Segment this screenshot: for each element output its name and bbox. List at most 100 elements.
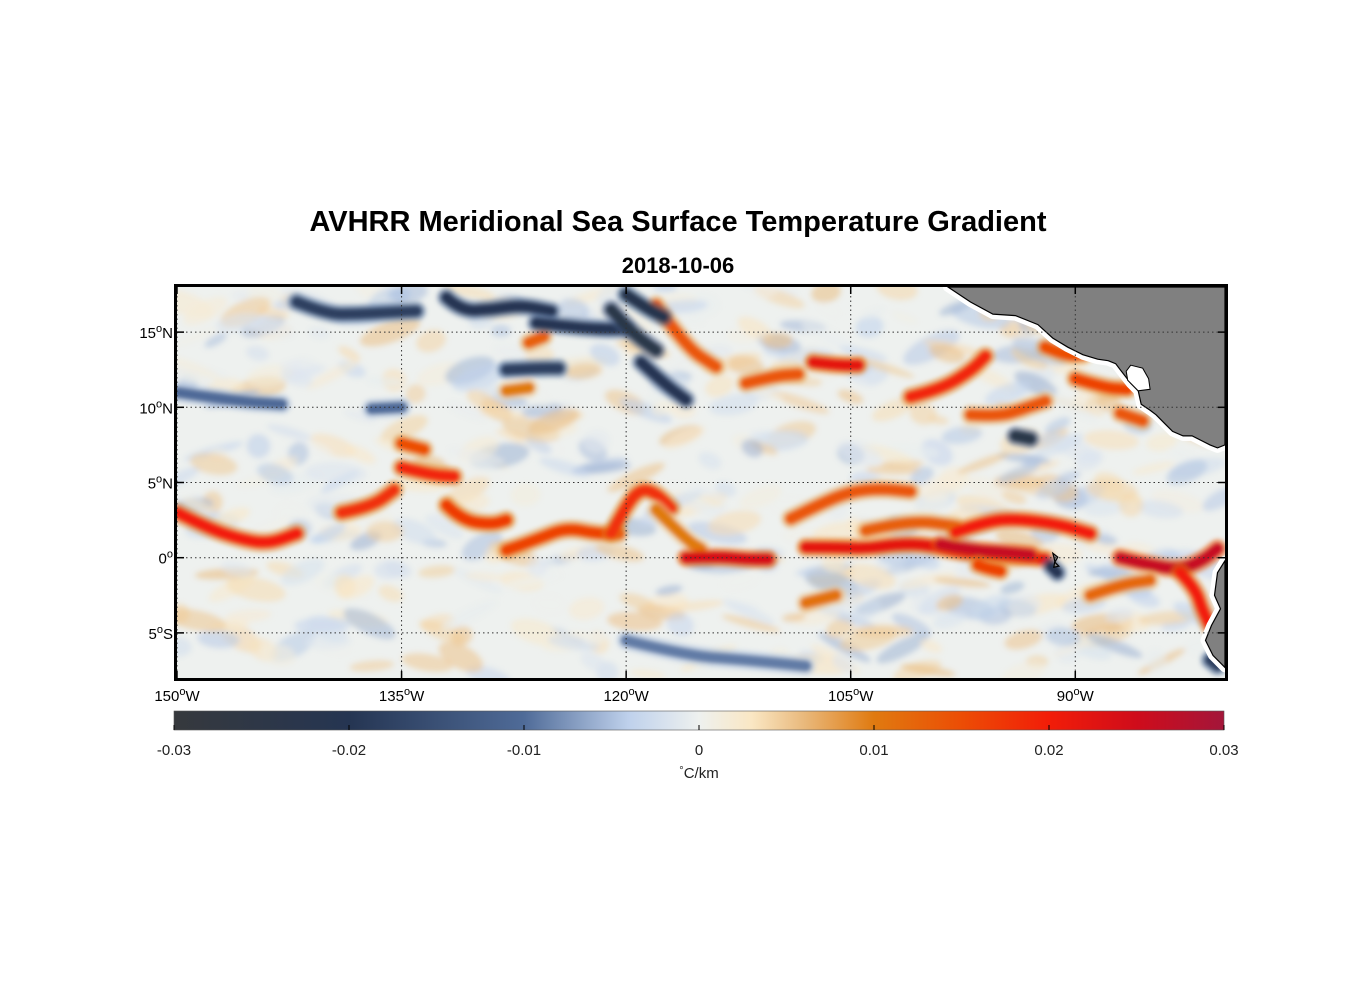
texture-blob (1137, 500, 1184, 519)
warm-front-feature (803, 352, 868, 375)
texture-blob (446, 401, 488, 421)
texture-blob (257, 463, 294, 485)
texture-blob (817, 301, 840, 317)
lon-hemi: W (185, 688, 200, 705)
map-frame (174, 284, 1228, 681)
texture-blob (899, 572, 956, 589)
lat-hemi: N (162, 325, 173, 342)
texture-blob (380, 415, 428, 443)
texture-blob (846, 563, 896, 590)
texture-blob (177, 327, 218, 347)
deg-mark: o (853, 686, 859, 698)
texture-blob (438, 641, 484, 673)
warm-front-feature (437, 495, 516, 533)
texture-blob (698, 451, 722, 470)
texture-blob (853, 356, 915, 378)
front-core (972, 559, 1006, 577)
texture-blob (528, 408, 579, 435)
warm-front-feature (1080, 570, 1160, 605)
lon-tick-label: 120oW (603, 686, 649, 705)
cold-front-feature (1005, 426, 1040, 449)
texture-blob (557, 298, 590, 321)
texture-blob (580, 652, 607, 672)
texture-blob (1007, 594, 1042, 617)
texture-blob (1001, 661, 1046, 678)
texture-blob (384, 560, 412, 578)
texture-blob (826, 617, 854, 639)
texture-blob (1033, 433, 1061, 445)
texture-blob (708, 510, 762, 536)
texture-blob (177, 365, 230, 386)
lat-tick-label: 5oS (149, 624, 173, 643)
texture-blob (461, 531, 503, 561)
front-core (800, 589, 842, 609)
warm-front-feature (968, 555, 1010, 581)
front-core (500, 362, 565, 376)
texture-blob (190, 452, 238, 475)
texture-blob (619, 398, 672, 423)
texture-blob (275, 503, 305, 523)
lat-tick-label: 0o (159, 549, 173, 568)
texture-blob (221, 561, 253, 578)
texture-blob (837, 440, 883, 467)
front-core (441, 499, 512, 529)
texture-blob (572, 462, 632, 474)
warm-front-feature (332, 480, 404, 523)
texture-blob (801, 321, 852, 347)
texture-blob (655, 585, 683, 596)
texture-blob (969, 594, 1010, 621)
front-core (1174, 567, 1216, 631)
texture-blob (306, 359, 360, 390)
texture-blob (739, 485, 782, 510)
texture-blob (782, 613, 807, 622)
texture-blob (386, 287, 412, 301)
warm-front-feature (781, 479, 921, 529)
texture-blob (933, 610, 968, 629)
lat-hemi: N (162, 476, 173, 493)
front-core (177, 507, 303, 548)
texture-blob (466, 389, 500, 413)
texture-blob (848, 599, 882, 622)
texture-blob (281, 367, 313, 388)
texture-blob (282, 433, 333, 454)
front-core (785, 483, 917, 525)
front-core (291, 296, 422, 320)
texture-blob (261, 643, 296, 666)
texture-blob (365, 377, 405, 387)
texture-blob (1042, 390, 1098, 422)
texture-blob (279, 359, 304, 370)
texture-blob (450, 625, 473, 646)
warm-front-feature (496, 520, 629, 560)
texture-blob (1075, 449, 1104, 471)
cold-front-feature (1041, 557, 1067, 583)
colorbar-unit: °C/km (679, 765, 718, 782)
texture-blob (1151, 489, 1205, 513)
texture-blob (1202, 486, 1225, 511)
texture-blob (811, 287, 841, 303)
deg-mark: o (157, 624, 163, 636)
texture-blob (804, 569, 859, 596)
warm-front-feature (931, 534, 1040, 565)
front-core (605, 484, 677, 540)
texture-blob (607, 462, 665, 493)
front-core (935, 538, 1036, 561)
lat-tick-label: 15oN (139, 323, 173, 342)
colorbar-tick-label: 0.02 (1034, 742, 1063, 759)
front-core (635, 356, 692, 406)
chart-subtitle: 2018-10-06 (621, 253, 735, 278)
texture-blob (464, 572, 508, 582)
texture-blob (177, 608, 227, 632)
texture-blob (900, 663, 956, 677)
texture-blob (651, 399, 674, 417)
texture-blob (595, 543, 645, 562)
texture-blob (504, 572, 564, 589)
texture-blob (664, 426, 706, 450)
texture-blob (661, 600, 724, 613)
texture-blob (965, 475, 1008, 500)
texture-blob (1132, 461, 1175, 475)
warm-front-feature (1110, 403, 1153, 431)
lon-tick-label: 150oW (154, 686, 200, 705)
texture-blob (910, 466, 934, 485)
front-core (965, 395, 1051, 421)
